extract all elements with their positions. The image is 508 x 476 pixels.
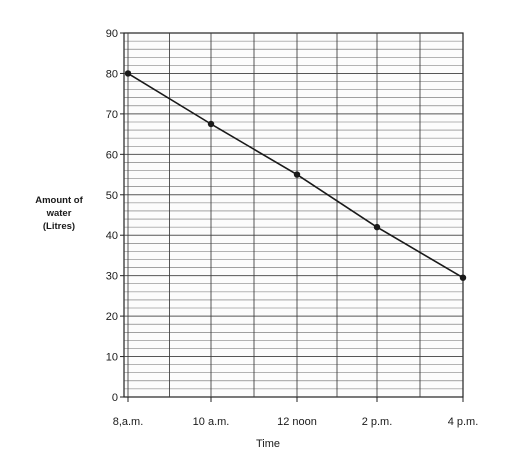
y-tick-label: 90 — [106, 28, 118, 40]
y-tick-label: 60 — [106, 149, 118, 161]
x-tick-label: 10 a.m. — [193, 416, 230, 428]
x-tick-label: 8,a.m. — [113, 416, 144, 428]
x-tick-label: 12 noon — [277, 416, 317, 428]
y-tick-label: 30 — [106, 271, 118, 283]
y-tick-label: 20 — [106, 311, 118, 323]
data-point — [373, 223, 381, 231]
grid-minor-lines — [124, 40, 463, 390]
x-axis-ticks: 8,a.m. 10 a.m. 12 noon 2 p.m. 4 p.m. — [113, 397, 479, 428]
y-tick-label: 70 — [106, 109, 118, 121]
plot-frame — [123, 32, 464, 398]
y-axis-title-line-2: water — [46, 208, 72, 219]
y-tick-label: 0 — [112, 392, 118, 404]
y-axis-title-line-3: (Litres) — [43, 221, 75, 232]
y-axis-title-line-1: Amount of — [35, 195, 83, 206]
data-point — [459, 274, 467, 281]
y-axis-ticks: 0 10 20 30 40 50 60 70 80 90 — [106, 28, 124, 404]
y-tick-label: 50 — [106, 190, 118, 202]
series-layer — [124, 70, 467, 281]
data-point — [293, 171, 301, 178]
y-tick-label: 40 — [106, 230, 118, 242]
x-tick-label: 2 p.m. — [362, 416, 393, 428]
x-tick-label: 4 p.m. — [448, 416, 479, 428]
y-tick-label: 80 — [106, 68, 118, 80]
data-point — [124, 70, 132, 77]
data-point — [207, 120, 215, 128]
y-tick-label: 10 — [106, 352, 118, 364]
grid-major-lines — [124, 33, 463, 397]
x-axis-title: Time — [256, 438, 280, 450]
